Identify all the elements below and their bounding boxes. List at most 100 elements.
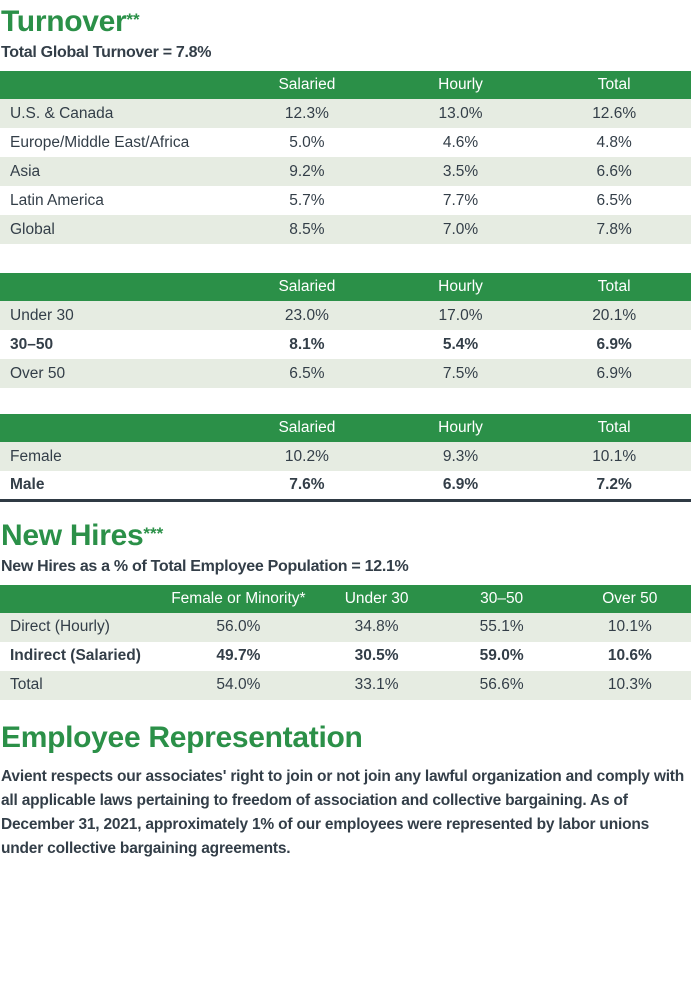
value-cell: 56.0% xyxy=(216,618,261,635)
table-header-row: Salaried Hourly Total xyxy=(0,71,691,99)
turnover-heading-text: Turnover xyxy=(1,5,127,38)
value-cell: 10.1% xyxy=(592,447,637,465)
column-header: Total xyxy=(537,273,691,301)
value-cell: 6.6% xyxy=(596,162,632,180)
value-cell: 5.4% xyxy=(442,335,479,353)
turnover-gender-table: Salaried Hourly Total Female 10.2% 9.3% … xyxy=(0,414,691,502)
column-header: Salaried xyxy=(230,414,384,442)
table-header-row: Salaried Hourly Total xyxy=(0,273,691,301)
value-cell: 8.5% xyxy=(289,220,325,238)
value-cell: 34.8% xyxy=(354,618,399,635)
value-cell: 13.0% xyxy=(438,104,483,122)
turnover-footnote-marker: ** xyxy=(126,10,140,29)
value-cell: 6.9% xyxy=(596,364,632,382)
row-label: Female xyxy=(10,447,62,465)
row-label: Indirect (Salaried) xyxy=(10,647,141,664)
employee-representation-paragraph: Avient respects our associates' right to… xyxy=(1,767,685,857)
table-row: Latin America 5.7% 7.7% 6.5% xyxy=(0,186,691,215)
value-cell: 54.0% xyxy=(216,676,261,693)
table-header-row: Salaried Hourly Total xyxy=(0,414,691,442)
value-cell: 55.1% xyxy=(479,618,524,635)
value-cell: 10.2% xyxy=(284,447,329,465)
table-row: Female 10.2% 9.3% 10.1% xyxy=(0,442,691,471)
column-header: Total xyxy=(537,414,691,442)
column-header: Hourly xyxy=(383,71,538,99)
table-row: Male 7.6% 6.9% 7.2% xyxy=(0,471,691,500)
employee-representation-heading: Employee Representation xyxy=(1,720,363,754)
empty-header-cell xyxy=(0,273,231,301)
new-hires-heading-text: New Hires xyxy=(1,518,144,552)
value-cell: 49.7% xyxy=(216,647,261,664)
row-label: Total xyxy=(10,676,43,693)
empty-header-cell xyxy=(0,414,231,442)
value-cell: 4.6% xyxy=(442,133,479,151)
row-label: Europe/Middle East/Africa xyxy=(10,133,190,151)
row-label: Under 30 xyxy=(10,306,74,324)
value-cell: 17.0% xyxy=(438,306,483,324)
value-cell: 12.6% xyxy=(592,104,637,122)
value-cell: 9.2% xyxy=(289,162,325,180)
value-cell: 59.0% xyxy=(479,647,524,664)
column-header: Salaried xyxy=(230,273,384,301)
value-cell: 6.5% xyxy=(596,191,632,209)
turnover-subheading: Total Global Turnover = 7.8% xyxy=(1,44,212,61)
value-cell: 33.1% xyxy=(354,676,399,693)
column-header: Over 50 xyxy=(568,584,691,613)
table-header-row: Female or Minority* Under 30 30–50 Over … xyxy=(0,584,691,613)
column-header: Hourly xyxy=(383,414,538,442)
value-cell: 5.7% xyxy=(289,191,325,209)
row-label: Male xyxy=(10,475,45,493)
value-cell: 12.3% xyxy=(284,104,329,122)
value-cell: 5.0% xyxy=(289,133,325,151)
table-row: Europe/Middle East/Africa 5.0% 4.6% 4.8% xyxy=(0,128,691,157)
value-cell: 20.1% xyxy=(592,306,637,324)
value-cell: 4.8% xyxy=(596,133,632,151)
table-row: Total 54.0% 33.1% 56.6% 10.3% xyxy=(0,670,691,700)
table-row: Direct (Hourly) 56.0% 34.8% 55.1% 10.1% xyxy=(0,612,691,642)
empty-header-cell xyxy=(0,71,231,99)
value-cell: 10.1% xyxy=(607,618,652,635)
row-label: Over 50 xyxy=(10,364,66,382)
table-row: U.S. & Canada 12.3% 13.0% 12.6% xyxy=(0,99,691,128)
value-cell: 6.9% xyxy=(442,475,479,493)
value-cell: 56.6% xyxy=(479,676,524,693)
value-cell: 8.1% xyxy=(289,335,325,353)
value-cell: 3.5% xyxy=(442,162,479,180)
table-row: Indirect (Salaried) 49.7% 30.5% 59.0% 10… xyxy=(0,642,691,671)
value-cell: 10.3% xyxy=(607,676,652,693)
column-header: 30–50 xyxy=(434,584,569,613)
turnover-heading: Turnover** xyxy=(1,3,691,38)
table-row: Global 8.5% 7.0% 7.8% xyxy=(0,215,691,244)
value-cell: 6.5% xyxy=(289,364,325,382)
row-label: Latin America xyxy=(10,191,104,209)
row-label: U.S. & Canada xyxy=(10,104,114,122)
row-label: 30–50 xyxy=(10,335,54,353)
value-cell: 7.8% xyxy=(596,220,632,238)
column-header: Salaried xyxy=(230,71,384,99)
table-row: Asia 9.2% 3.5% 6.6% xyxy=(0,157,691,186)
row-label: Asia xyxy=(10,162,41,180)
value-cell: 7.2% xyxy=(596,475,632,493)
table-row: 30–50 8.1% 5.4% 6.9% xyxy=(0,330,691,359)
value-cell: 7.0% xyxy=(442,220,479,238)
new-hires-subheading: New Hires as a % of Total Employee Popul… xyxy=(1,557,409,575)
value-cell: 10.6% xyxy=(607,647,652,664)
table-row: Over 50 6.5% 7.5% 6.9% xyxy=(0,359,691,388)
empty-header-cell xyxy=(0,584,159,613)
column-header: Female or Minority* xyxy=(158,584,319,613)
new-hires-table: Female or Minority* Under 30 30–50 Over … xyxy=(0,584,691,700)
column-header: Under 30 xyxy=(318,584,435,613)
turnover-region-table: Salaried Hourly Total U.S. & Canada 12.3… xyxy=(0,71,691,244)
new-hires-footnote-marker: *** xyxy=(143,523,164,543)
row-label: Direct (Hourly) xyxy=(10,618,110,635)
new-hires-heading: New Hires*** xyxy=(1,517,691,552)
turnover-age-table: Salaried Hourly Total Under 30 23.0% 17.… xyxy=(0,273,691,388)
value-cell: 23.0% xyxy=(284,306,329,324)
value-cell: 6.9% xyxy=(596,335,632,353)
table-row: Under 30 23.0% 17.0% 20.1% xyxy=(0,301,691,330)
value-cell: 30.5% xyxy=(354,647,399,664)
value-cell: 7.5% xyxy=(442,364,479,382)
column-header: Total xyxy=(537,71,691,99)
row-label: Global xyxy=(10,220,55,238)
